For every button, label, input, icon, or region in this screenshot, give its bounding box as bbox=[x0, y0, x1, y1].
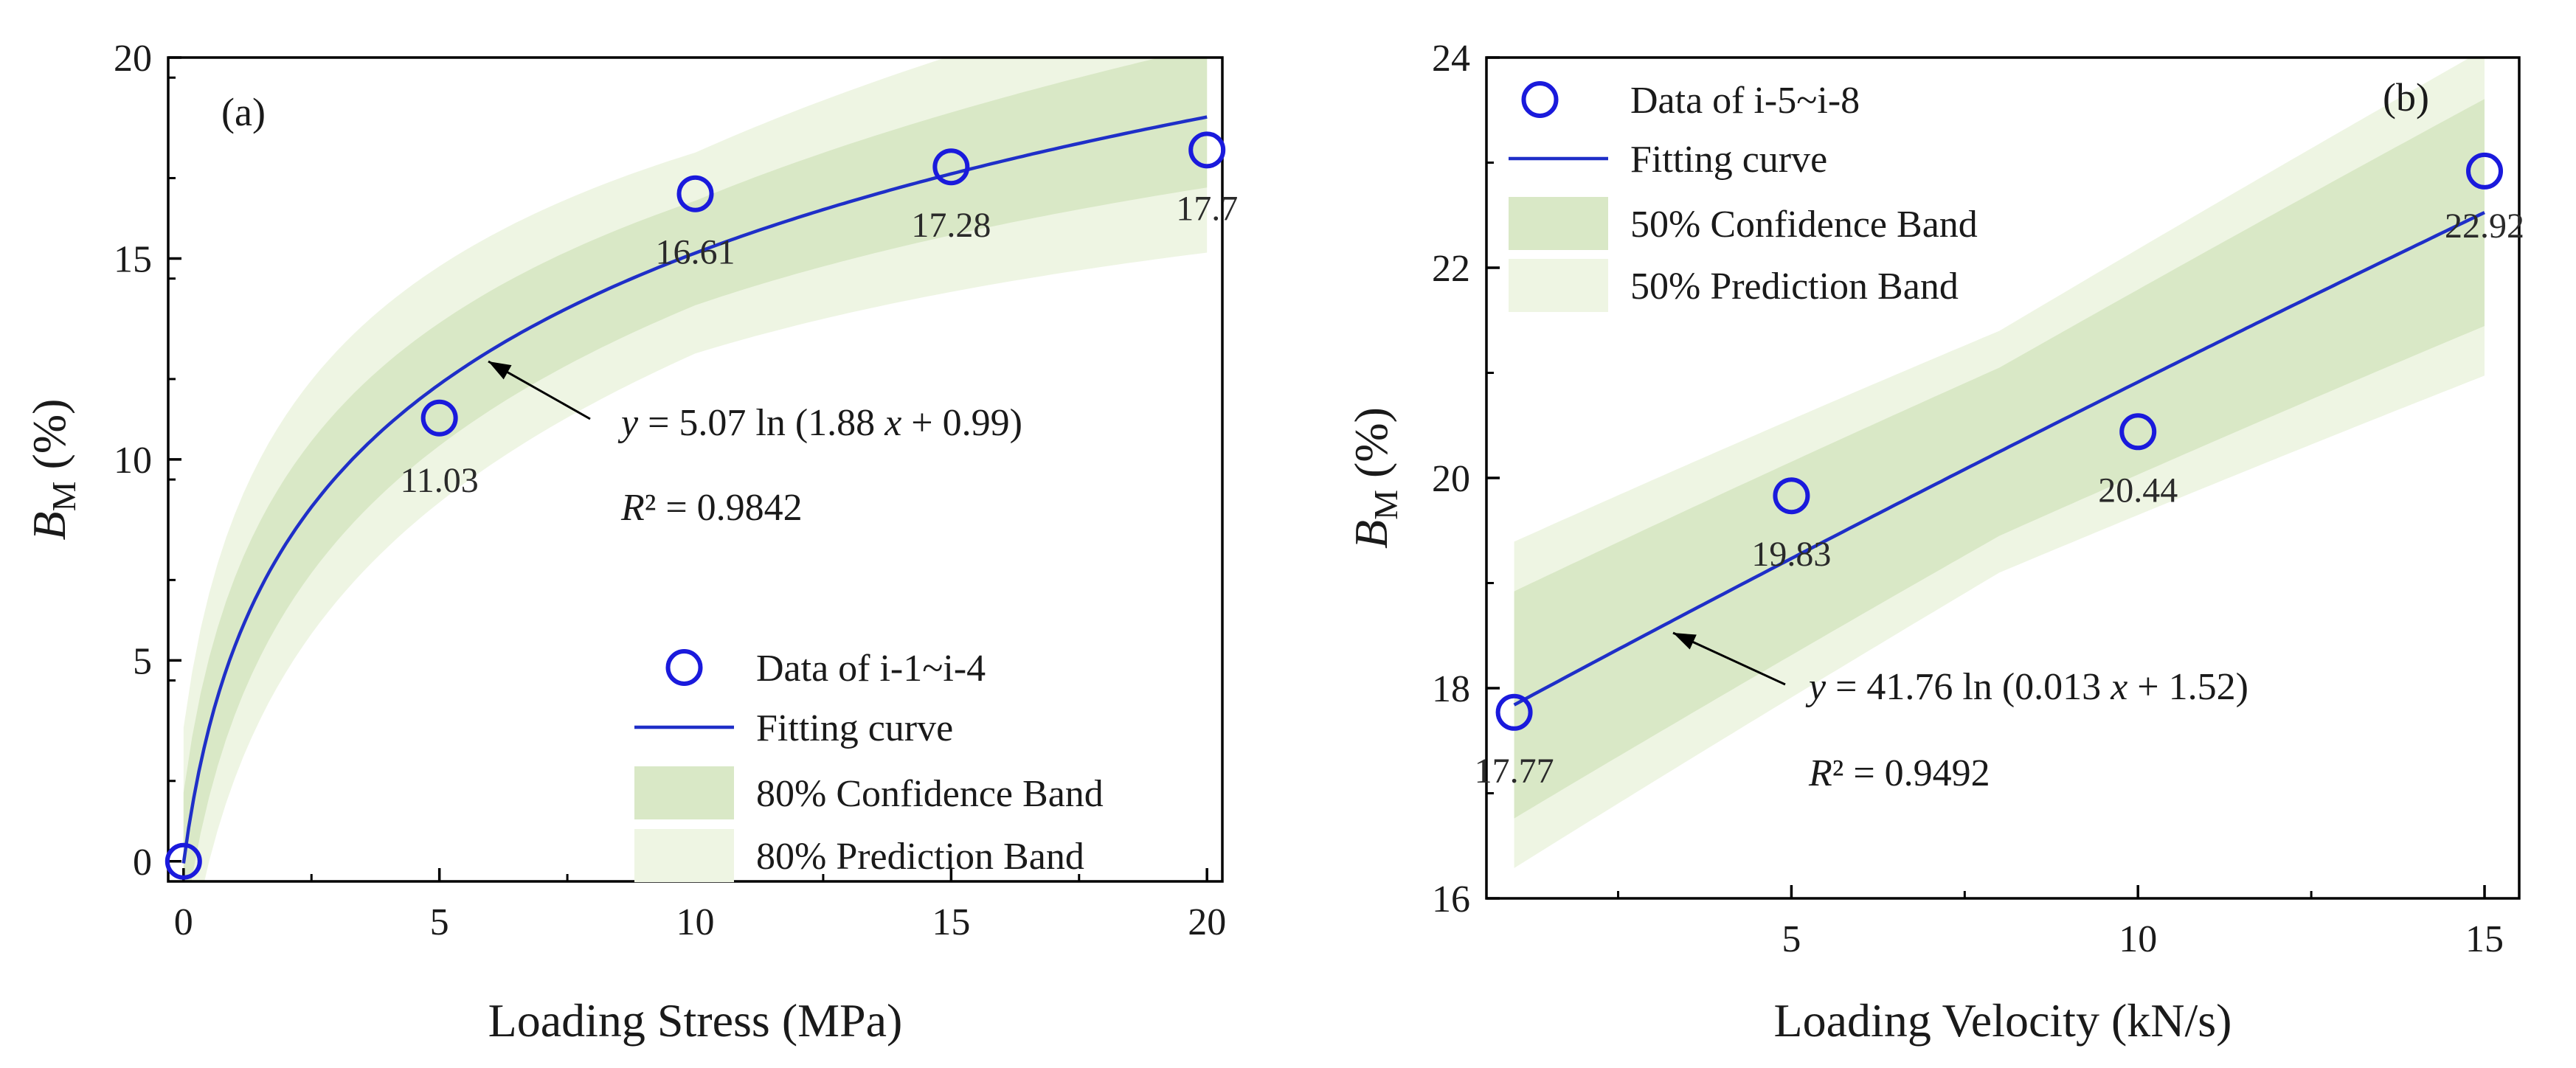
data-point-marker bbox=[165, 842, 202, 880]
confidence-band bbox=[1514, 99, 2485, 819]
legend: Data of i-5~i-8 Fitting curve 50% Confiden… bbox=[1509, 80, 1978, 312]
data-point-marker bbox=[1773, 477, 1810, 515]
data-point-marker bbox=[1188, 131, 1226, 169]
y-axis-label: BM (%) bbox=[23, 399, 83, 541]
fitting-curve-line bbox=[1513, 211, 2485, 707]
x-tick-label: 15 bbox=[2465, 918, 2504, 960]
panel-label: (b) bbox=[2383, 75, 2429, 119]
data-point-marker bbox=[676, 175, 714, 212]
legend-pred-swatch bbox=[634, 829, 734, 882]
legend-conf-label: 50% Confidence Band bbox=[1630, 204, 1978, 246]
y-tick-label: 22 bbox=[1432, 248, 1470, 290]
chart-panel-b: 16 18 20 22 24 5 10 15 Loading Velocity (kN/s) BM… bbox=[1345, 38, 2524, 1047]
x-tick-label: 5 bbox=[1782, 918, 1801, 960]
fit-equation: y = 41.76 ln (0.013 x + 1.52) bbox=[1805, 666, 2248, 708]
y-tick-label: 5 bbox=[133, 640, 152, 682]
data-point-marker bbox=[1495, 693, 1533, 731]
x-tick-label: 15 bbox=[932, 901, 970, 943]
legend-marker-icon bbox=[1521, 81, 1559, 118]
y-tick-label: 20 bbox=[1432, 458, 1470, 500]
legend: Data of i-1~i-4 Fitting curve 80% Confiden… bbox=[634, 648, 1104, 882]
legend-fit-label: Fitting curve bbox=[1630, 139, 1827, 181]
y-tick-label: 20 bbox=[114, 38, 152, 80]
data-point-marker bbox=[2119, 413, 2157, 451]
x-tick-label: 10 bbox=[676, 901, 715, 943]
legend-fit-label: Fitting curve bbox=[756, 707, 953, 749]
legend-conf-swatch bbox=[1509, 197, 1608, 250]
chart-panel-a: 0 5 10 15 20 0 5 10 15 20 Loading Stress (MPa) BM (… bbox=[23, 38, 1238, 1047]
data-value-label: 22.92 bbox=[2445, 207, 2524, 246]
data-value-label: 16.61 bbox=[656, 233, 735, 272]
legend-pred-swatch bbox=[1509, 259, 1608, 312]
r-squared: R² = 0.9842 bbox=[620, 487, 803, 529]
y-tick-label: 10 bbox=[114, 440, 152, 482]
plot-area bbox=[1513, 58, 2485, 868]
prediction-band bbox=[183, 58, 1208, 881]
x-axis-label: Loading Stress (MPa) bbox=[488, 994, 903, 1047]
x-tick-label: 10 bbox=[2119, 918, 2157, 960]
legend-conf-swatch bbox=[634, 766, 734, 819]
data-value-label: 20.44 bbox=[2098, 471, 2178, 510]
y-tick-label: 16 bbox=[1432, 878, 1470, 920]
legend-conf-label: 80% Confidence Band bbox=[756, 773, 1104, 815]
legend-pred-label: 50% Prediction Band bbox=[1630, 266, 1959, 308]
annotation-arrow-head bbox=[1673, 633, 1697, 650]
data-point-marker bbox=[932, 148, 970, 186]
x-tick-label: 0 bbox=[174, 901, 193, 943]
x-tick-label: 20 bbox=[1188, 901, 1226, 943]
legend-marker-icon bbox=[665, 649, 703, 686]
panel-label: (a) bbox=[221, 90, 266, 134]
y-tick-label: 0 bbox=[133, 842, 152, 884]
confidence-band bbox=[183, 58, 1208, 881]
x-tick-label: 5 bbox=[430, 901, 449, 943]
data-value-label: 17.77 bbox=[1475, 752, 1554, 791]
data-point-marker bbox=[420, 399, 458, 437]
r-squared: R² = 0.9492 bbox=[1808, 752, 1990, 794]
data-value-label: 11.03 bbox=[401, 461, 479, 500]
legend-data-label: Data of i-5~i-8 bbox=[1630, 80, 1860, 122]
plot-area bbox=[181, 58, 1208, 881]
y-tick-label: 24 bbox=[1432, 38, 1470, 80]
data-value-label: 17.28 bbox=[911, 206, 991, 245]
data-value-label: 17.7 bbox=[1176, 189, 1238, 228]
x-axis-label: Loading Velocity (kN/s) bbox=[1774, 994, 2232, 1047]
annotation-arrow-head bbox=[488, 361, 512, 380]
legend-data-label: Data of i-1~i-4 bbox=[756, 648, 986, 690]
data-value-label: 19.83 bbox=[1751, 535, 1831, 574]
fit-equation: y = 5.07 ln (1.88 x + 0.99) bbox=[617, 402, 1022, 444]
y-axis-label: BM (%) bbox=[1345, 407, 1405, 549]
fitting-curve-line bbox=[181, 115, 1208, 864]
data-point-marker bbox=[2466, 152, 2504, 190]
y-tick-label: 18 bbox=[1432, 668, 1470, 710]
legend-pred-label: 80% Prediction Band bbox=[756, 836, 1084, 878]
y-tick-label: 15 bbox=[114, 238, 152, 280]
